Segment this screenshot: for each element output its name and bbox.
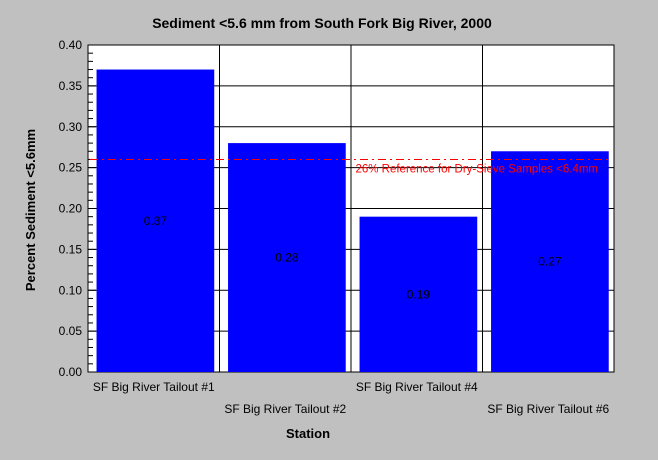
y-tick-label: 0.20	[59, 202, 83, 216]
bar	[96, 69, 215, 373]
bar	[359, 216, 478, 372]
x-category-label: SF Big River Tailout #6	[487, 402, 609, 416]
y-tick-label: 0.35	[59, 79, 83, 93]
y-tick-label: 0.40	[59, 38, 83, 52]
y-tick-label: 0.25	[59, 161, 83, 175]
reference-line-group: 26% Reference for Dry-Sieve Samples <6.4…	[90, 158, 612, 175]
y-tick-label: 0.05	[59, 324, 83, 338]
bar	[491, 151, 609, 372]
bars	[96, 69, 609, 373]
y-tick-label: 0.10	[59, 283, 83, 297]
bar	[228, 143, 346, 372]
data-label: 0.27	[538, 255, 562, 269]
data-label: 0.19	[407, 287, 431, 301]
y-axis-title: Percent Sediment <5.6mm	[23, 129, 38, 291]
y-tick-label: 0.30	[59, 120, 83, 134]
chart-title: Sediment <5.6 mm from South Fork Big Riv…	[152, 15, 492, 31]
x-category-label: SF Big River Tailout #2	[224, 402, 346, 416]
y-tick-label: 0.00	[59, 365, 83, 379]
y-axis: 0.00 0.05 0.10 0.15 0.20 0.25 0.30 0.35 0.40	[59, 38, 96, 379]
data-label: 0.37	[144, 214, 168, 228]
reference-line-label: 26% Reference for Dry-Sieve Samples <6.4…	[355, 163, 598, 175]
x-category-label: SF Big River Tailout #4	[356, 380, 478, 394]
x-axis-categories: SF Big River Tailout #1 SF Big River Tail…	[93, 380, 610, 416]
data-label: 0.28	[275, 251, 299, 265]
y-tick-label: 0.15	[59, 242, 83, 256]
x-axis-title: Station	[286, 426, 330, 441]
x-category-label: SF Big River Tailout #1	[93, 380, 215, 394]
data-labels: 0.37 0.28 0.19 0.27	[144, 214, 562, 302]
